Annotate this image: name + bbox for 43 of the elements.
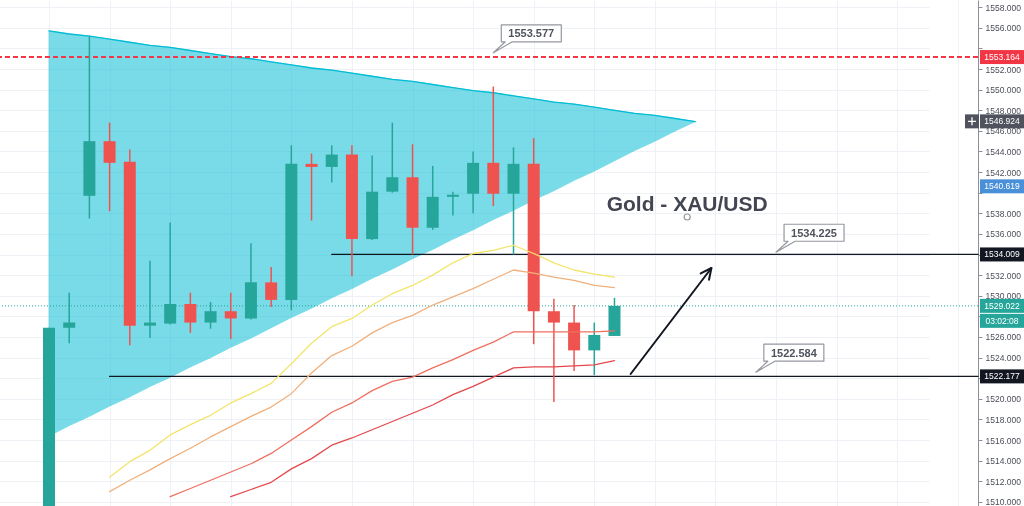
y-tick-label: 1514.000 (985, 456, 1022, 467)
annotation: 1534.225 (791, 226, 837, 239)
line-series (108, 269, 616, 493)
y-tick-label: 1546.000 (985, 126, 1022, 137)
y-tick-label: 1544.000 (985, 146, 1022, 157)
annotation: 1553.577 (508, 27, 555, 40)
y-tick-label: 1538.000 (985, 208, 1022, 219)
y-tick-label: 1524.000 (985, 353, 1022, 364)
candlestick (103, 121, 116, 213)
candlestick (224, 291, 237, 340)
y-tick-label: 1532.000 (985, 270, 1022, 281)
ref-line-label: 1553.164 (984, 52, 1020, 63)
y-tick-label: 1556.000 (985, 23, 1022, 34)
y-tick-label: 1516.000 (985, 435, 1022, 446)
annotation: 1534.009 (984, 249, 1020, 260)
y-tick-label: 1510.000 (985, 497, 1022, 506)
y-tick-label: 1512.000 (985, 476, 1022, 487)
candlestick (588, 321, 601, 376)
y-tick-label: 1550.000 (985, 85, 1022, 96)
annotation: 1522.177 (984, 371, 1020, 382)
y-tick-label: 1542.000 (985, 167, 1022, 178)
y-tick-label: 1536.000 (985, 229, 1022, 240)
line-series (108, 244, 616, 478)
candlestick (325, 144, 338, 184)
line-series (48, 30, 696, 123)
y-tick-label: 1552.000 (985, 64, 1022, 75)
y-tick-label: 1558.000 (985, 2, 1022, 13)
candlestick (386, 121, 399, 194)
candlestick (265, 266, 278, 308)
y-tick-label: 1526.000 (985, 332, 1022, 343)
annotation: 1540.619 (984, 181, 1020, 192)
ref-line-label: 1529.022 (984, 300, 1020, 311)
y-tick-label: 1520.000 (985, 394, 1022, 405)
annotation: 1546.924 (984, 116, 1020, 127)
candlestick (305, 152, 318, 222)
y-tick-label: 1548.000 (985, 105, 1022, 116)
annotation: 03:02:08 (985, 315, 1019, 326)
y-tick-label: 1518.000 (985, 414, 1022, 425)
y-tick-label: 1530.000 (985, 291, 1022, 302)
annotation: 1522.584 (770, 346, 818, 359)
candlestick (184, 291, 197, 334)
candlestick (446, 190, 459, 217)
text: Gold - XAU/USD (606, 192, 768, 215)
